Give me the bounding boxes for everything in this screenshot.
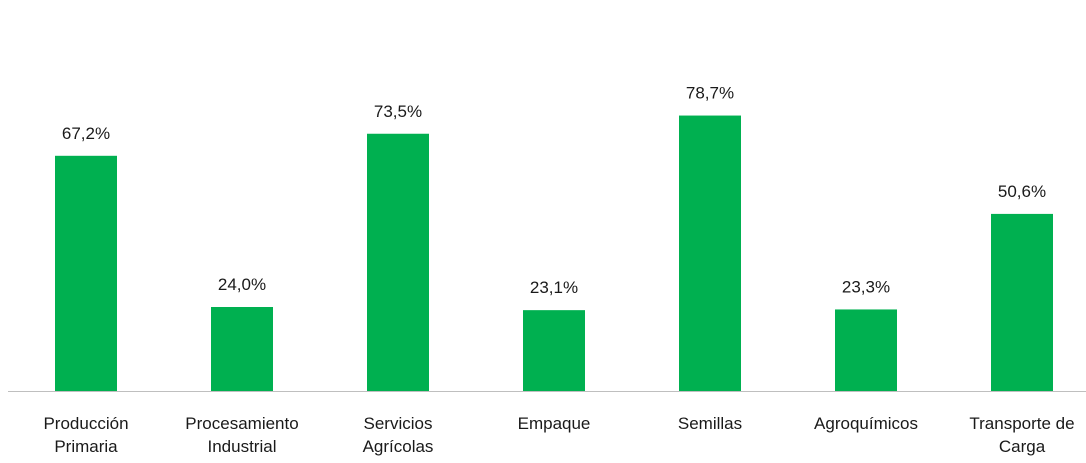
bar-2	[367, 133, 429, 391]
data-label-2: 73,5%	[374, 102, 422, 121]
bar-6	[991, 213, 1053, 391]
category-label-0-line-1: Primaria	[54, 437, 118, 456]
category-label-2-line-0: Servicios	[364, 414, 433, 433]
category-label-5-line-0: Agroquímicos	[814, 414, 918, 433]
data-label-4: 78,7%	[686, 84, 734, 103]
bar-0	[55, 155, 117, 391]
category-label-3: Empaque	[518, 414, 591, 433]
bars-group	[55, 115, 1053, 392]
category-label-0-line-0: Producción	[43, 414, 128, 433]
category-label-6-line-1: Carga	[999, 437, 1046, 456]
category-label-3-line-0: Empaque	[518, 414, 591, 433]
category-label-1-line-0: Procesamiento	[185, 414, 298, 433]
data-label-0: 67,2%	[62, 124, 110, 143]
category-label-1: Procesamiento Industrial	[185, 414, 298, 456]
category-label-1-line-1: Industrial	[208, 437, 277, 456]
bar-4	[679, 115, 741, 392]
bar-5	[835, 309, 897, 391]
value-labels-group: 67,2% 24,0% 73,5% 23,1% 78,7% 23,3% 50,6%	[62, 84, 1046, 298]
category-label-0: Producción Primaria	[43, 414, 128, 456]
category-label-4: Semillas	[678, 414, 742, 433]
data-label-1: 24,0%	[218, 275, 266, 294]
category-labels-group: Producción Primaria Procesamiento Industria…	[43, 414, 1074, 456]
data-label-5: 23,3%	[842, 277, 890, 296]
category-label-5: Agroquímicos	[814, 414, 918, 433]
category-label-4-line-0: Semillas	[678, 414, 742, 433]
category-label-2-line-1: Agrícolas	[363, 437, 434, 456]
bar-1	[211, 307, 273, 391]
category-label-6: Transporte de Carga	[969, 414, 1074, 456]
category-label-6-line-0: Transporte de	[969, 414, 1074, 433]
category-label-2: Servicios Agrícolas	[363, 414, 434, 456]
data-label-6: 50,6%	[998, 182, 1046, 201]
bar-3	[523, 310, 585, 391]
data-label-3: 23,1%	[530, 278, 578, 297]
